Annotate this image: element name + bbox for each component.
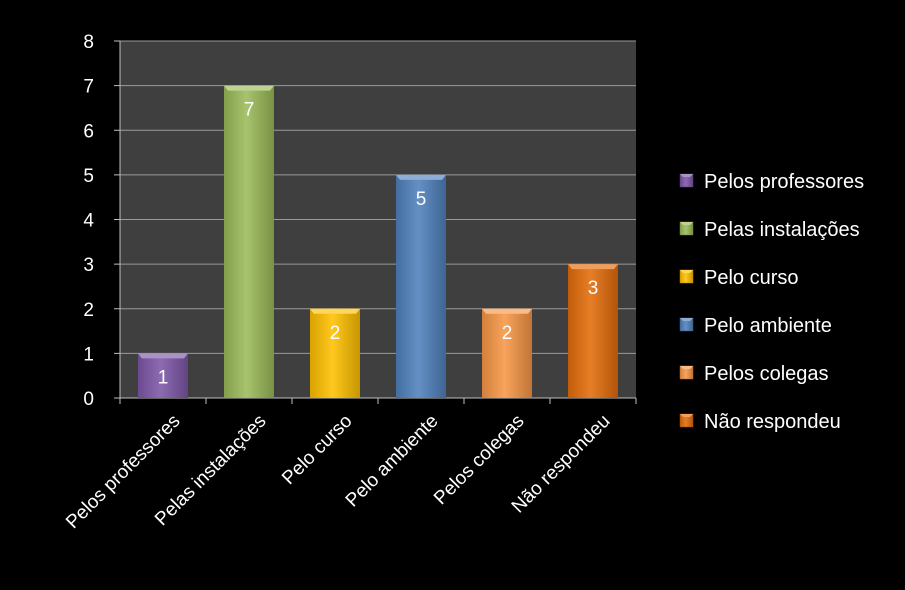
bar-2 [224,85,274,398]
legend-swatch-bevel [680,270,693,273]
bar-6 [568,264,618,398]
legend-label: Pelas instalações [704,219,860,241]
y-tick-label: 7 [83,77,94,98]
bar-5 [482,308,532,398]
legend-label: Pelos professores [704,171,864,193]
legend-label: Pelo ambiente [704,315,832,337]
bar-3 [310,308,360,398]
bar-bevel-top [224,85,274,91]
y-tick-label: 6 [83,121,94,142]
data-label: 2 [502,323,513,344]
y-tick-label: 8 [83,32,94,53]
bar-bevel-top [568,264,618,270]
y-tick-label: 4 [83,211,94,232]
legend-swatch-bevel [680,366,693,369]
y-tick-label: 2 [83,300,94,321]
legend-swatch-bevel [680,318,693,321]
bar-1 [138,353,188,398]
bar-bevel-top [396,174,446,180]
data-label: 2 [330,323,341,344]
legend-label: Não respondeu [704,411,841,433]
bar-bevel-top [482,308,532,314]
legend: Pelos professores Pelas instalações Pelo c… [679,171,864,433]
legend-swatch-bevel [680,414,693,417]
bar-bevel-top [310,308,360,314]
legend-swatch-bevel [680,174,693,177]
y-tick-label: 3 [83,255,94,276]
data-label: 3 [588,278,599,299]
bar-4 [396,174,446,398]
bar-bevel-top [138,353,188,359]
y-axis-ticks: 0 1 2 3 4 5 6 7 8 [83,32,120,410]
data-labels: 1 7 2 5 2 3 [158,100,599,389]
data-label: 7 [244,100,255,121]
legend-swatch-bevel [680,222,693,225]
gridlines [120,40,636,399]
legend-label: Pelo curso [704,267,799,289]
y-tick-label: 0 [83,389,94,410]
y-tick-label: 1 [83,344,94,365]
y-tick-label: 5 [83,166,94,187]
legend-label: Pelos colegas [704,363,829,385]
bars [138,85,618,398]
data-label: 1 [158,367,169,388]
data-label: 5 [416,189,427,210]
